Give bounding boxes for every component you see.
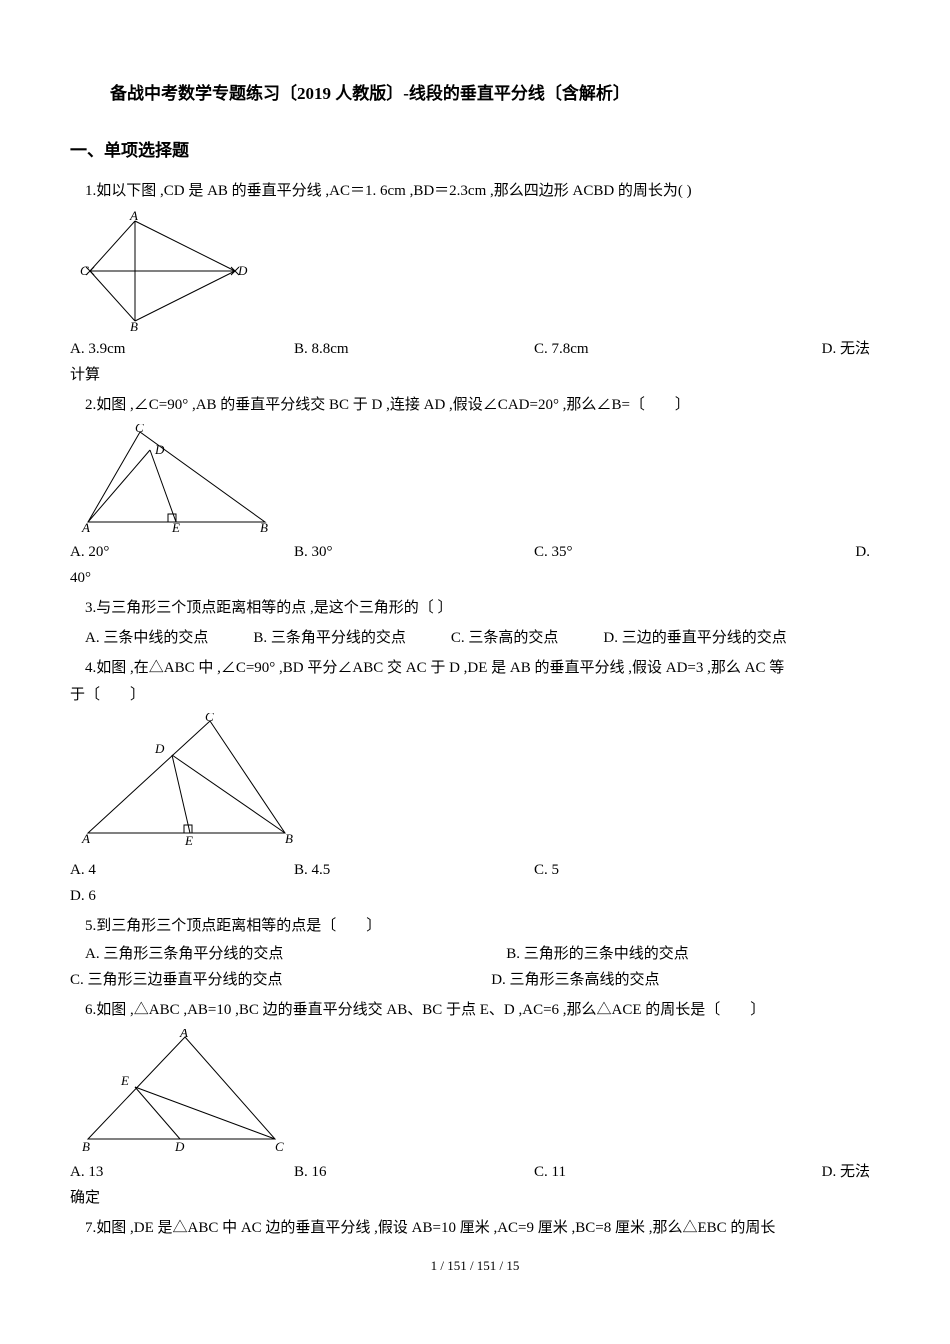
page-container: 备战中考数学专题练习〔2019 人教版〕-线段的垂直平分线〔含解析〕 一、单项选… xyxy=(0,0,950,1307)
q5-optC: C. 三角形三边垂直平分线的交点 xyxy=(70,968,491,992)
q4-options: A. 4 B. 4.5 C. 5 xyxy=(70,858,880,882)
q1-optB: B. 8.8cm xyxy=(294,337,534,361)
q1-options: A. 3.9cm B. 8.8cm C. 7.8cm D. 无法 xyxy=(70,337,880,361)
q4-figure: A C B D E xyxy=(80,713,880,848)
svg-text:E: E xyxy=(120,1073,129,1088)
q2-below: 40° xyxy=(70,566,880,590)
page-number: 1 / 151 / 151 / 15 xyxy=(70,1256,880,1277)
q4-optB: B. 4.5 xyxy=(294,858,534,882)
q2-optB: B. 30° xyxy=(294,540,534,564)
q6-optC: C. 11 xyxy=(534,1160,758,1184)
q6-below: 确定 xyxy=(70,1186,880,1210)
q7-text: 7.如图 ,DE 是△ABC 中 AC 边的垂直平分线 ,假设 AB=10 厘米… xyxy=(70,1216,880,1242)
svg-text:A: A xyxy=(179,1029,188,1040)
svg-text:E: E xyxy=(184,833,193,848)
q5-text: 5.到三角形三个顶点距离相等的点是〔 〕 xyxy=(70,914,880,940)
q6-optD: D. 无法 xyxy=(758,1160,870,1184)
q1-optA: A. 3.9cm xyxy=(70,337,294,361)
q5-optA: A. 三角形三条角平分线的交点 xyxy=(70,942,491,966)
q2-optA: A. 20° xyxy=(70,540,294,564)
svg-text:D: D xyxy=(154,741,165,756)
q5-optB: B. 三角形的三条中线的交点 xyxy=(491,942,880,966)
q6-figure: B A C E D xyxy=(80,1029,880,1154)
svg-text:B: B xyxy=(130,319,138,331)
q1-below: 计算 xyxy=(70,363,880,387)
q1-optD: D. 无法 xyxy=(758,337,870,361)
q2-figure: A C B D E xyxy=(80,424,880,534)
q2-text: 2.如图 ,∠C=90° ,AB 的垂直平分线交 BC 于 D ,连接 AD ,… xyxy=(70,393,880,419)
q5-options-row1: A. 三角形三条角平分线的交点 B. 三角形的三条中线的交点 xyxy=(70,942,880,966)
q3-optA: A. 三条中线的交点 xyxy=(70,626,208,650)
q6-optB: B. 16 xyxy=(294,1160,534,1184)
q2-optC: C. 35° xyxy=(534,540,758,564)
svg-text:B: B xyxy=(285,831,293,846)
q5-optD: D. 三角形三条高线的交点 xyxy=(491,968,880,992)
svg-text:C: C xyxy=(80,263,89,278)
q4-optD xyxy=(758,858,870,882)
q3-options: A. 三条中线的交点 B. 三条角平分线的交点 C. 三条高的交点 D. 三边的… xyxy=(70,626,880,650)
q4-optD-line: D. 6 xyxy=(70,884,880,908)
q1-optC: C. 7.8cm xyxy=(534,337,758,361)
q3-optC: C. 三条高的交点 xyxy=(436,626,559,650)
q3-optB: B. 三条角平分线的交点 xyxy=(238,626,406,650)
svg-text:E: E xyxy=(171,520,180,534)
q3-optD: D. 三边的垂直平分线的交点 xyxy=(588,626,786,650)
q4-optC: C. 5 xyxy=(534,858,758,882)
q5-options-row2: C. 三角形三边垂直平分线的交点 D. 三角形三条高线的交点 xyxy=(70,968,880,992)
svg-text:B: B xyxy=(82,1139,90,1154)
svg-text:C: C xyxy=(135,424,144,435)
svg-text:C: C xyxy=(205,713,214,724)
section-1-header: 一、单项选择题 xyxy=(70,137,880,164)
q2-options: A. 20° B. 30° C. 35° D. xyxy=(70,540,880,564)
q6-options: A. 13 B. 16 C. 11 D. 无法 xyxy=(70,1160,880,1184)
q3-text: 3.与三角形三个顶点距离相等的点 ,是这个三角形的〔 〕 xyxy=(70,596,880,622)
svg-text:A: A xyxy=(81,520,90,534)
svg-text:C: C xyxy=(275,1139,284,1154)
q2-optD: D. xyxy=(758,540,870,564)
svg-text:A: A xyxy=(129,211,138,223)
q4-text: 4.如图 ,在△ABC 中 ,∠C=90° ,BD 平分∠ABC 交 AC 于 … xyxy=(70,656,880,682)
q4-optA: A. 4 xyxy=(70,858,294,882)
q6-optA: A. 13 xyxy=(70,1160,294,1184)
svg-text:D: D xyxy=(174,1139,185,1154)
svg-text:D: D xyxy=(237,263,248,278)
svg-text:B: B xyxy=(260,520,268,534)
q6-text: 6.如图 ,△ABC ,AB=10 ,BC 边的垂直平分线交 AB、BC 于点 … xyxy=(70,998,880,1024)
svg-text:D: D xyxy=(154,442,165,457)
svg-text:A: A xyxy=(81,831,90,846)
q1-figure: A B C D xyxy=(80,211,880,331)
q1-text: 1.如以下图 ,CD 是 AB 的垂直平分线 ,AC＝1. 6cm ,BD＝2.… xyxy=(70,179,880,205)
q4-below-pre: 于〔 〕 xyxy=(70,683,880,707)
page-title: 备战中考数学专题练习〔2019 人教版〕-线段的垂直平分线〔含解析〕 xyxy=(110,80,880,107)
